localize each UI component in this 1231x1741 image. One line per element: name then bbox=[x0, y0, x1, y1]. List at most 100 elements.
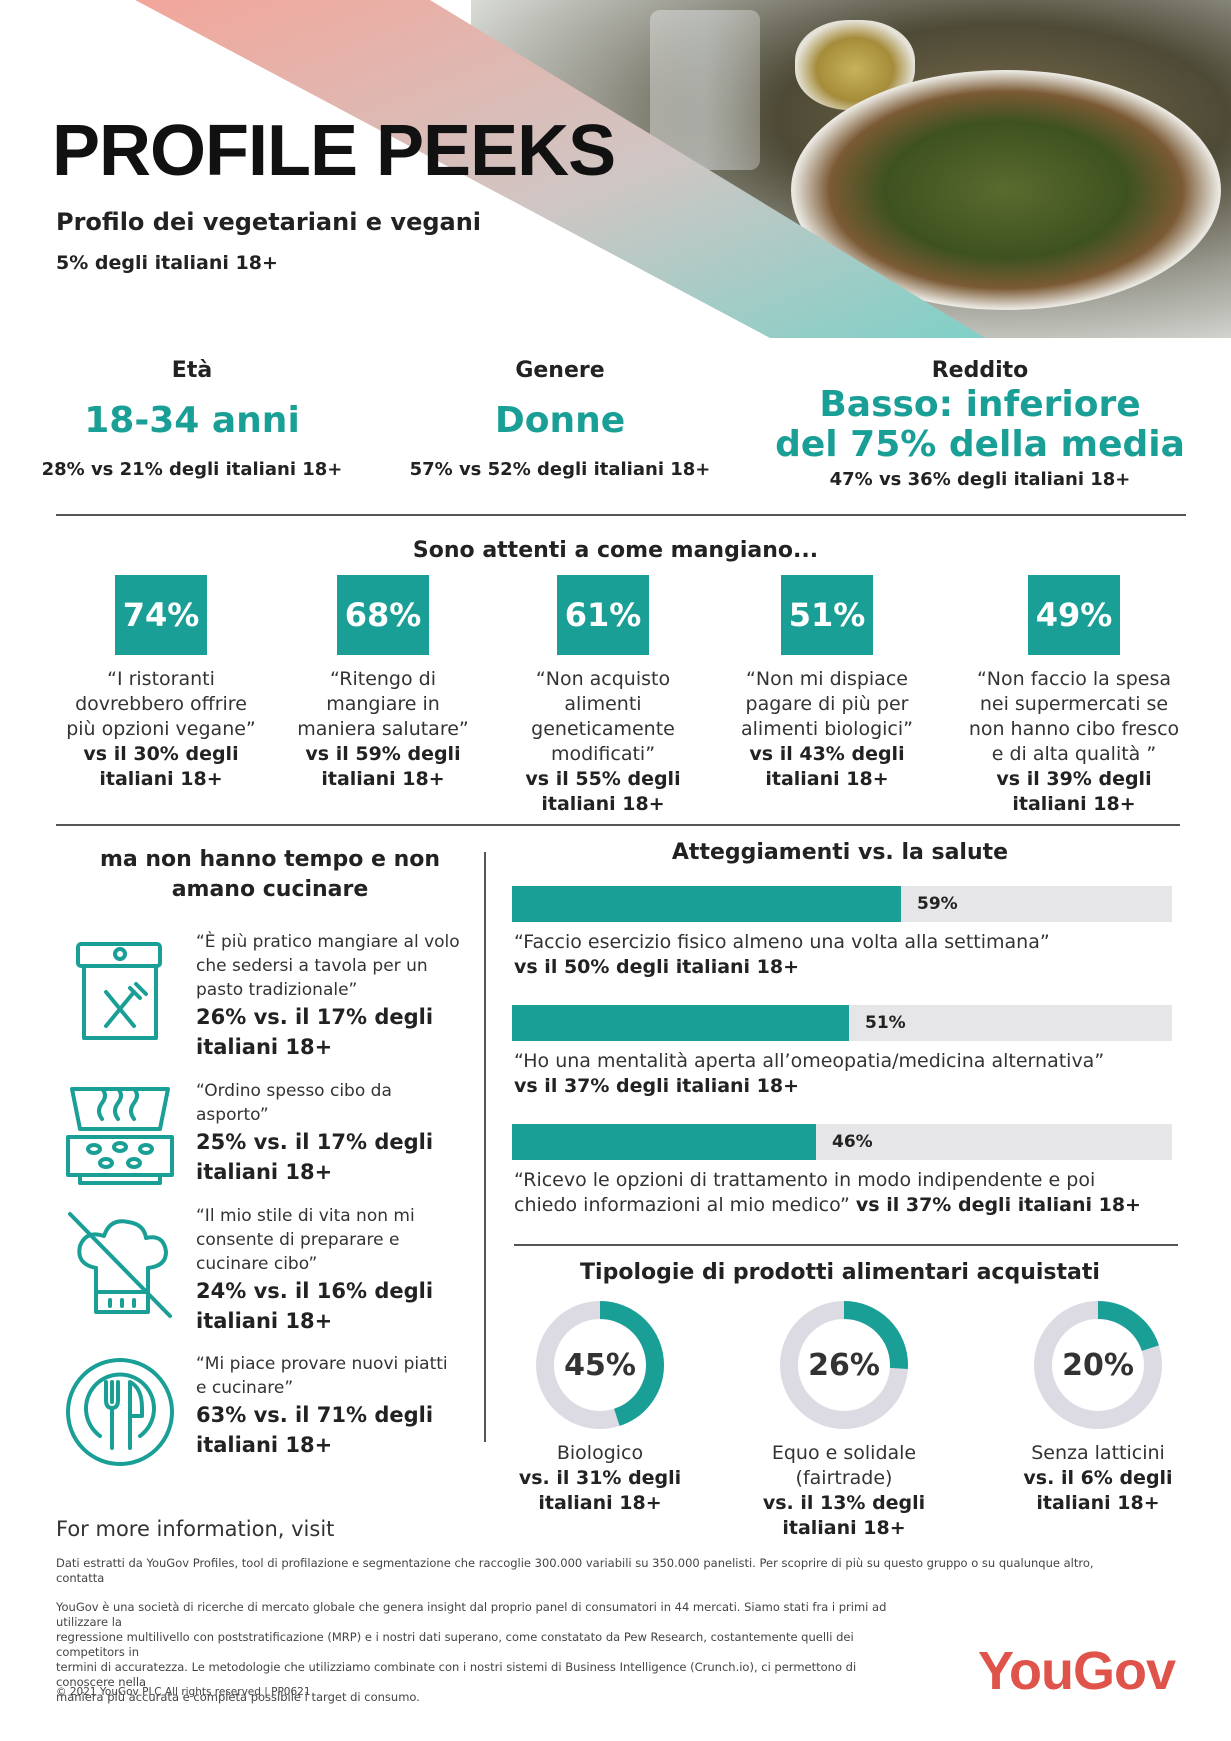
stat-quote-line: “I ristoranti bbox=[107, 668, 215, 690]
header-banner bbox=[0, 0, 1231, 338]
page-title: PROFILE PEEKS bbox=[52, 111, 616, 191]
donut-label: 26% bbox=[808, 1348, 880, 1383]
product-comparison-line: vs. il 6% degli bbox=[1023, 1467, 1173, 1489]
product-comparison-line: italiani 18+ bbox=[782, 1517, 906, 1539]
demo-reddito: Reddito Basso: inferiore del 75% della m… bbox=[770, 358, 1190, 490]
more-info-line: For more information, visit bbox=[56, 1517, 334, 1541]
stat-comparison-line: vs il 39% degli bbox=[996, 768, 1152, 790]
health-bar-label: 51% bbox=[865, 1013, 906, 1033]
stat-quote-line: e di alta qualità ” bbox=[991, 743, 1157, 765]
cooking-comparison-line: italiani 18+ bbox=[196, 1433, 333, 1457]
stat-quote-line: “Non acquisto bbox=[535, 668, 671, 690]
demo-eta: Età 18-34 anni 28% vs 21% degli italiani… bbox=[32, 358, 352, 480]
stat-comparison-line: vs il 43% degli bbox=[749, 743, 905, 765]
cooking-quote-line: “Mi piace provare nuovi piatti bbox=[196, 1354, 448, 1374]
stat-quote-line: dovrebbero offrire bbox=[75, 693, 247, 715]
health-quote-line: “Ho una mentalità aperta all’omeopatia/m… bbox=[514, 1050, 1105, 1072]
cooking-quote-line: pasto tradizionale” bbox=[196, 980, 358, 1000]
fine-print-line: Dati estratti da YouGov Profiles, tool d… bbox=[56, 1556, 1094, 1570]
health-quote-line: “Faccio esercizio fisico almeno una volt… bbox=[514, 931, 1050, 953]
stat-quote-line: pagare di più per bbox=[745, 693, 909, 715]
stat-quote-line: alimenti biologici” bbox=[741, 718, 913, 740]
section-title-health: Atteggiamenti vs. la salute bbox=[671, 840, 1009, 865]
donut-label: 45% bbox=[564, 1348, 636, 1383]
yougov-logo: YouGov bbox=[977, 1641, 1176, 1701]
cooking-comparison-line: 63% vs. il 71% degli bbox=[196, 1403, 434, 1427]
product-comparison-line: vs. il 13% degli bbox=[762, 1492, 926, 1514]
demo-genere: Genere Donne 57% vs 52% degli italiani 1… bbox=[400, 358, 720, 480]
divider bbox=[56, 514, 1186, 516]
cooking-quote-line: che sedersi a tavola per un bbox=[196, 956, 428, 976]
stat-quote-line: alimenti bbox=[564, 693, 642, 715]
section-title-line: amano cucinare bbox=[171, 877, 369, 902]
demo-label: Genere bbox=[515, 358, 605, 383]
donut-chart: 45% bbox=[536, 1301, 664, 1429]
product-name: Senza latticini bbox=[1031, 1442, 1165, 1464]
attenti-stat: 49% “Non faccio la spesa nei supermercat… bbox=[958, 575, 1190, 817]
section-title-cooking: ma non hanno tempo e non amano cucinare bbox=[60, 845, 480, 905]
health-bar-label: 59% bbox=[917, 894, 958, 914]
divider bbox=[56, 824, 1180, 826]
cooking-quote-line: consente di preparare e bbox=[196, 1230, 400, 1250]
donut-arc bbox=[536, 1301, 664, 1429]
health-quote-line: “Ricevo le opzioni di trattamento in mod… bbox=[514, 1169, 1096, 1191]
stat-comparison-line: italiani 18+ bbox=[541, 793, 665, 815]
more-info-prefix: For more information, visit bbox=[56, 1517, 335, 1541]
donut-arc bbox=[780, 1301, 908, 1429]
fine-print-line: contatta bbox=[56, 1571, 105, 1585]
cooking-quote-line: e cucinare” bbox=[196, 1378, 294, 1398]
health-comparison: vs il 37% degli italiani 18+ bbox=[855, 1194, 1141, 1216]
stat-quote-line: nei supermercati se bbox=[979, 693, 1169, 715]
stat-quote-line: “Ritengo di bbox=[330, 668, 436, 690]
product-donut: 20% Senza latticini vs. il 6% degli ital… bbox=[978, 1295, 1218, 1516]
no-chef-hat-icon bbox=[68, 1212, 172, 1318]
stat-quote-line: “Non faccio la spesa bbox=[976, 668, 1172, 690]
page-subtitle: Profilo dei vegetariani e vegani bbox=[56, 208, 482, 236]
stat-comparison-line: vs il 30% degli bbox=[83, 743, 239, 765]
section-title-line: ma non hanno tempo e non bbox=[99, 847, 441, 872]
cooking-quote-line: “Ordino spesso cibo da bbox=[196, 1081, 392, 1101]
product-donut: 45% Biologico vs. il 31% degli italiani … bbox=[480, 1295, 720, 1516]
stat-comparison-line: vs il 55% degli bbox=[525, 768, 681, 790]
health-bar-label: 46% bbox=[832, 1132, 873, 1152]
stat-comparison-line: italiani 18+ bbox=[1012, 793, 1136, 815]
fine-print-line: termini di accuratezza. Le metodologie c… bbox=[56, 1660, 857, 1689]
stat-percent: 51% bbox=[781, 575, 873, 655]
demo-comparison: 57% vs 52% degli italiani 18+ bbox=[409, 459, 711, 480]
product-comparison-line: italiani 18+ bbox=[538, 1492, 662, 1514]
demo-label: Reddito bbox=[931, 358, 1029, 383]
health-bar: 59% bbox=[512, 886, 1172, 922]
stat-percent: 61% bbox=[557, 575, 649, 655]
cooking-quote-line: “È più pratico mangiare al volo bbox=[196, 932, 460, 952]
stat-comparison-line: italiani 18+ bbox=[765, 768, 889, 790]
health-comparison: vs il 37% degli italiani 18+ bbox=[514, 1075, 800, 1097]
stat-quote-line: mangiare in bbox=[326, 693, 440, 715]
demo-value-line-1: Basso: inferiore bbox=[819, 384, 1141, 425]
plate-fork-knife-icon bbox=[66, 1358, 174, 1466]
stat-percent: 68% bbox=[337, 575, 429, 655]
health-bar: 46% bbox=[512, 1124, 1172, 1160]
fine-print-2: YouGov è una società di ricerche di merc… bbox=[56, 1600, 916, 1705]
pizza-box-icon bbox=[66, 1087, 174, 1185]
demo-comparison: 47% vs 36% degli italiani 18+ bbox=[829, 469, 1131, 490]
stat-comparison-line: italiani 18+ bbox=[321, 768, 445, 790]
health-bar: 51% bbox=[512, 1005, 1172, 1041]
stat-quote-line: non hanno cibo fresco bbox=[968, 718, 1180, 740]
health-bar-fill bbox=[512, 886, 901, 922]
fine-print-line: maniera più accurata e completa possibil… bbox=[56, 1690, 420, 1704]
section-title-products: Tipologie di prodotti alimentari acquist… bbox=[580, 1260, 1100, 1285]
donut-label: 20% bbox=[1062, 1348, 1134, 1383]
product-name: Equo e solidale (fairtrade) bbox=[771, 1442, 917, 1489]
cooking-comparison-line: italiani 18+ bbox=[196, 1309, 333, 1333]
cooking-comparison-line: italiani 18+ bbox=[196, 1035, 333, 1059]
donut-chart: 26% bbox=[780, 1301, 908, 1429]
stat-comparison-line: italiani 18+ bbox=[99, 768, 223, 790]
cooking-quote-line: asporto” bbox=[196, 1105, 269, 1125]
attenti-stat: 68% “Ritengo di mangiare in maniera salu… bbox=[278, 575, 488, 792]
attenti-stat: 51% “Non mi dispiace pagare di più per a… bbox=[722, 575, 932, 792]
cooking-comparison-line: 25% vs. il 17% degli bbox=[196, 1130, 434, 1154]
stat-percent: 49% bbox=[1028, 575, 1120, 655]
fine-print-1: Dati estratti da YouGov Profiles, tool d… bbox=[56, 1556, 1116, 1586]
attenti-stat: 74% “I ristoranti dovrebbero offrire più… bbox=[56, 575, 266, 792]
donut-arc bbox=[1034, 1301, 1162, 1429]
